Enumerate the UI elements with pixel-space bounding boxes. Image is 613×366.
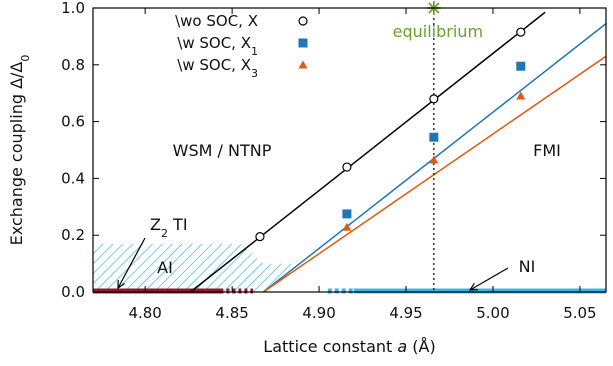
series-points <box>255 27 526 242</box>
z2-annotation-arrow <box>117 237 146 289</box>
x-tick-label: 4.95 <box>389 304 422 322</box>
plot-frame <box>92 7 607 293</box>
z2-annotation-arrow-head <box>117 279 125 290</box>
x-tick-label: 4.80 <box>128 304 161 322</box>
series-1-point-2 <box>342 162 352 172</box>
ai-region-hatch <box>93 243 299 292</box>
region-layer <box>93 243 606 294</box>
region-fmi-label: FMI <box>533 141 561 160</box>
region-wsm-label: WSM / NTNP <box>173 141 272 160</box>
legend-label-3: \w SOC, X3 <box>177 56 258 80</box>
series-2-point-1 <box>342 209 352 219</box>
series-2-point-3 <box>516 61 526 71</box>
y-tick-label: 0.0 <box>61 283 85 301</box>
equilibrium-layer <box>426 1 441 292</box>
ni-annotation-arrow-head <box>468 282 479 291</box>
y-tick-label: 0.2 <box>61 226 85 244</box>
x-tick-label: 4.90 <box>302 304 335 322</box>
legend-label-2: \w SOC, X1 <box>177 34 258 58</box>
x-axis-label: Lattice constant a (Å) <box>263 337 435 356</box>
region-ni-label: NI <box>519 257 536 276</box>
series-line-3 <box>262 55 606 292</box>
region-ai-label: AI <box>157 258 173 277</box>
y-tick-label: 0.4 <box>61 169 85 187</box>
y-tick-label: 0.6 <box>61 113 85 131</box>
series-3-point-1 <box>342 222 352 231</box>
series-1-point-4 <box>516 27 526 37</box>
legend-marker-2 <box>298 38 308 48</box>
legend-marker-3 <box>298 60 308 69</box>
x-tick-label: 4.85 <box>215 304 248 322</box>
series-3-point-3 <box>516 91 526 100</box>
x-tick-label: 5.00 <box>476 304 509 322</box>
series-3-point-2 <box>429 155 439 164</box>
text-layer: 4.80 4.85 4.90 4.95 5.00 5.05 0.0 0.2 0.4 0.6 0.8 1… <box>7 0 597 356</box>
y-tick-label: 0.8 <box>61 56 85 74</box>
series-line-1 <box>189 11 546 292</box>
equilibrium-label: equilibrium <box>393 22 483 41</box>
region-z2-label: Z2 TI <box>150 215 188 240</box>
plot-border <box>92 7 607 293</box>
ni-annotation-arrow <box>469 267 509 291</box>
y-tick-label: 1.0 <box>61 0 85 17</box>
y-axis-label: Exchange coupling Δ/Δ0 <box>7 55 32 246</box>
series-2-point-2 <box>429 132 439 142</box>
x-tick-label: 5.05 <box>563 304 596 322</box>
legend-label-1: \wo SOC, X <box>175 12 258 30</box>
series-1-point-1 <box>255 232 265 242</box>
legend-marker-1 <box>298 16 308 26</box>
series-1-point-3 <box>429 94 439 104</box>
